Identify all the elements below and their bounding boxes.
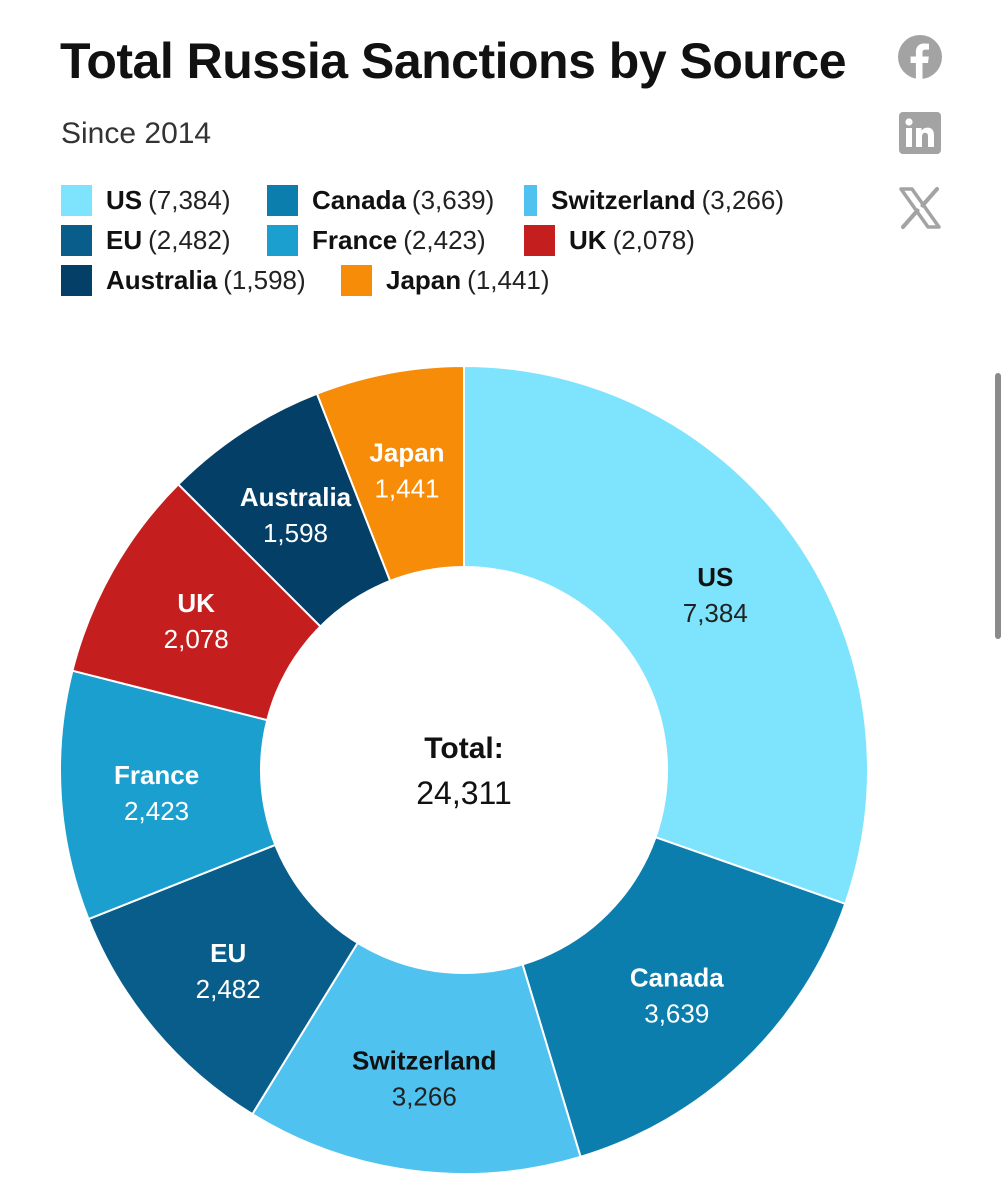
legend-label: Japan (386, 264, 462, 295)
scrollbar[interactable] (995, 373, 1001, 639)
legend-item-canada[interactable]: Canada (3,639) (267, 184, 524, 216)
slice-value-australia: 1,598 (263, 518, 328, 548)
slice-value-japan: 1,441 (374, 473, 439, 503)
donut-hole (260, 566, 668, 974)
legend: US (7,384) Canada (3,639) Switzerland (3,266)… (61, 180, 784, 300)
legend-value: (7,384) (148, 184, 231, 215)
legend-row: Australia (1,598) Japan (1,441) (61, 260, 784, 300)
slice-label-us: US (697, 562, 733, 592)
chart-subtitle: Since 2014 (61, 117, 212, 150)
legend-label: EU (106, 224, 143, 255)
legend-value: (3,266) (701, 184, 784, 215)
legend-swatch (524, 184, 538, 216)
slice-label-eu: EU (210, 938, 246, 968)
slice-value-switzerland: 3,266 (392, 1081, 457, 1111)
slice-label-france: France (114, 760, 199, 790)
legend-row: EU (2,482) France (2,423) UK (2,078) (61, 220, 784, 260)
legend-item-australia[interactable]: Australia (1,598) (61, 264, 341, 296)
legend-swatch (524, 224, 555, 256)
legend-label: Australia (106, 264, 218, 295)
legend-label: US (106, 184, 143, 215)
legend-row: US (7,384) Canada (3,639) Switzerland (3,266) (61, 180, 784, 220)
legend-value: (2,423) (403, 224, 486, 255)
legend-swatch (61, 224, 92, 256)
legend-item-uk[interactable]: UK (2,078) (524, 224, 724, 256)
chart-title: Total Russia Sanctions by Source (60, 33, 847, 89)
legend-value: (2,482) (148, 224, 231, 255)
slice-value-eu: 2,482 (196, 974, 261, 1004)
slice-label-uk: UK (177, 588, 215, 618)
legend-item-eu[interactable]: EU (2,482) (61, 224, 267, 256)
legend-label: Canada (312, 184, 406, 215)
slice-value-canada: 3,639 (644, 999, 709, 1029)
legend-swatch (61, 184, 92, 216)
legend-label: UK (569, 224, 607, 255)
x-icon[interactable] (896, 184, 944, 232)
slice-label-australia: Australia (240, 482, 352, 512)
legend-item-switzerland[interactable]: Switzerland (3,266) (524, 184, 784, 216)
legend-swatch (341, 264, 372, 296)
slice-value-france: 2,423 (124, 796, 189, 826)
legend-label: France (312, 224, 398, 255)
legend-value: (1,441) (467, 264, 550, 295)
slice-label-canada: Canada (630, 963, 724, 993)
linkedin-icon[interactable] (896, 109, 944, 157)
slice-value-us: 7,384 (683, 598, 748, 628)
legend-swatch (61, 264, 92, 296)
legend-item-us[interactable]: US (7,384) (61, 184, 267, 216)
legend-item-france[interactable]: France (2,423) (267, 224, 524, 256)
legend-value: (1,598) (223, 264, 306, 295)
legend-value: (2,078) (612, 224, 695, 255)
slice-label-switzerland: Switzerland (352, 1045, 496, 1075)
legend-swatch (267, 224, 298, 256)
legend-label: Switzerland (551, 184, 696, 215)
facebook-icon[interactable] (896, 33, 944, 81)
slice-switzerland[interactable] (250, 767, 582, 1175)
legend-value: (3,639) (411, 184, 495, 215)
legend-swatch (267, 184, 298, 216)
slice-label-japan: Japan (369, 437, 444, 467)
slice-value-uk: 2,078 (164, 624, 229, 654)
center-total-value: 24,311 (416, 775, 512, 811)
legend-item-japan[interactable]: Japan (1,441) (341, 264, 601, 296)
center-total-label: Total: (424, 732, 503, 765)
